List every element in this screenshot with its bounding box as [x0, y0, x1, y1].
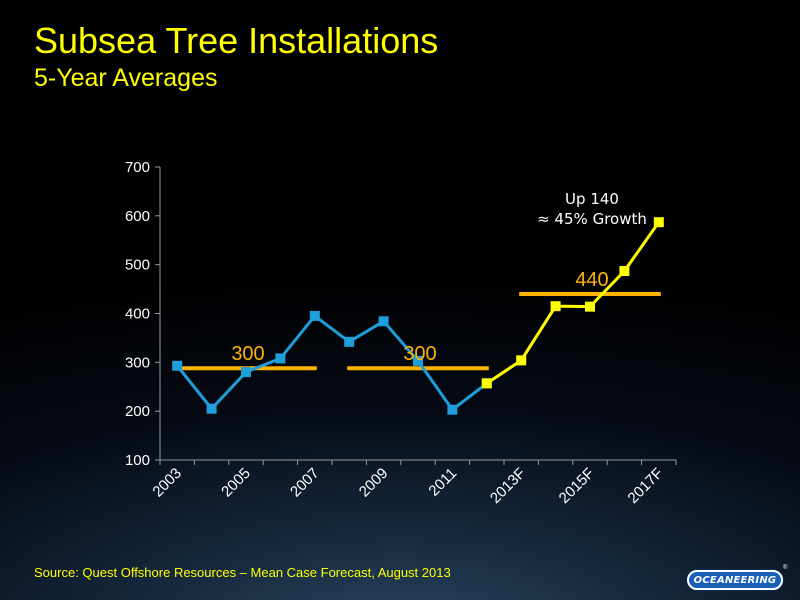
- y-tick-label: 200: [125, 403, 150, 420]
- growth-annotation-line: Up 140: [565, 190, 619, 208]
- logo-text: OCEANEERING: [693, 574, 777, 586]
- line-chart: 100 200 300 400 500 600 700 2003 2005 2007 2009 201…: [125, 159, 677, 507]
- y-tick-label: 600: [125, 208, 150, 225]
- data-point-forecast: [653, 217, 664, 228]
- data-point-forecast: [585, 301, 595, 312]
- x-tick-label: 2011: [425, 465, 460, 500]
- x-tick-label: 2015F: [556, 465, 598, 507]
- data-point-actual: [241, 367, 251, 378]
- x-tick-label: 2009: [356, 465, 392, 501]
- data-point-actual: [309, 310, 320, 321]
- source-note: Source: Quest Offshore Resources – Mean …: [34, 565, 451, 580]
- slide-title: Subsea Tree Installations: [34, 20, 439, 61]
- data-point-actual: [275, 353, 286, 364]
- data-point-actual: [344, 336, 355, 347]
- y-tick-label: 300: [125, 354, 150, 371]
- data-point-actual: [206, 403, 217, 414]
- x-tick-label: 2005: [218, 465, 254, 501]
- average-label: 300: [403, 343, 436, 365]
- data-point-actual: [447, 404, 458, 415]
- data-point-forecast: [516, 355, 527, 366]
- data-point-forecast: [619, 266, 630, 277]
- growth-annotation-line: ≈ 45% Growth: [537, 210, 647, 228]
- series-line-actual: [176, 313, 488, 412]
- x-tick-label: 2013F: [487, 465, 529, 507]
- series-line-forecast: [485, 221, 661, 385]
- y-tick-label: 500: [125, 257, 150, 274]
- y-tick-label: 700: [125, 159, 150, 176]
- average-label: 440: [575, 269, 608, 291]
- registered-mark: ®: [783, 565, 788, 571]
- average-label: 300: [231, 343, 264, 365]
- y-tick-label: 400: [125, 306, 150, 323]
- x-tick-label: 2003: [149, 465, 185, 501]
- data-point-forecast: [481, 378, 492, 389]
- oceaneering-logo: OCEANEERING: [687, 570, 783, 590]
- axes: 100 200 300 400 500 600 700 2003 2005 2007 2009 201…: [125, 159, 677, 507]
- labels: 300 300 440 Up 140 ≈ 45% Growth: [231, 190, 647, 365]
- x-tick-label: 2007: [287, 465, 323, 501]
- y-tick-label: 100: [125, 452, 150, 469]
- x-tick-label: 2017F: [625, 465, 667, 507]
- series: [172, 217, 664, 415]
- data-point-actual: [378, 316, 389, 327]
- data-point-forecast: [550, 301, 561, 312]
- slide-subtitle: 5-Year Averages: [34, 64, 218, 92]
- data-point-actual: [172, 360, 183, 371]
- data-point-actual: [413, 355, 423, 366]
